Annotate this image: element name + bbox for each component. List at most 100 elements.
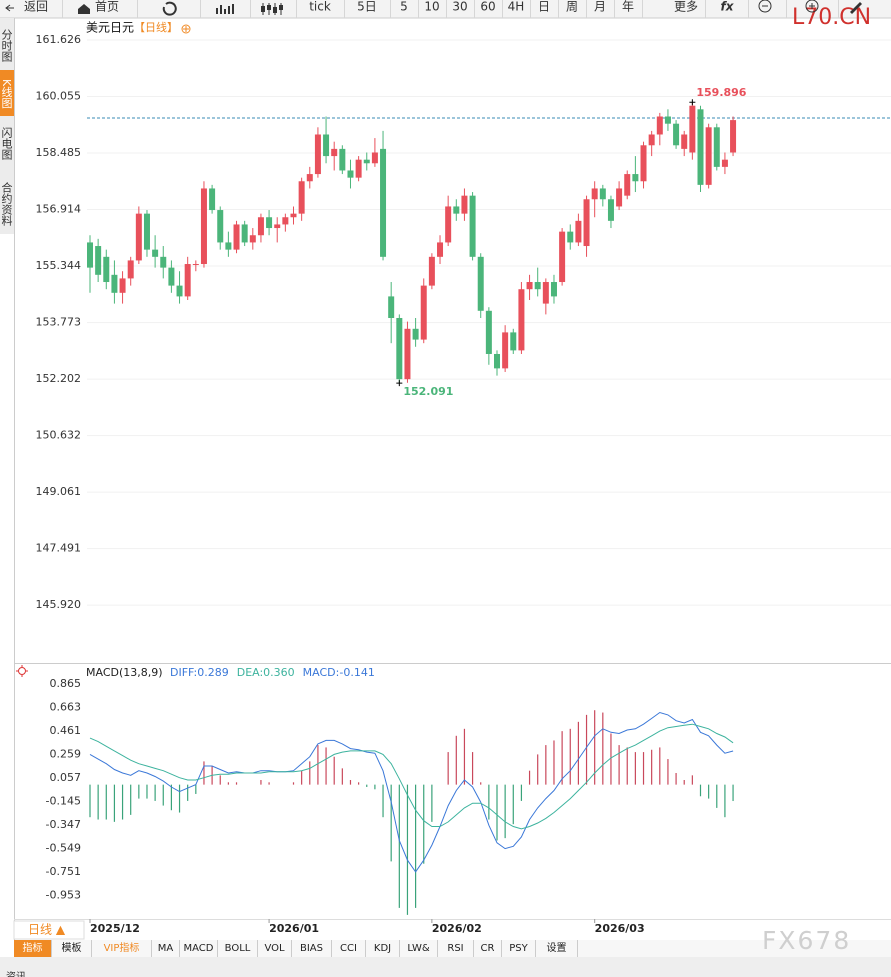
indicator-tab[interactable]: VOL <box>258 940 292 957</box>
toolbar-button[interactable]: 5日 <box>357 0 377 14</box>
candle-body <box>209 188 216 211</box>
indicator-tab[interactable]: LW& <box>400 940 438 957</box>
indicator-tab[interactable]: PSY <box>502 940 536 957</box>
toolbar-button[interactable]: 年 <box>622 0 634 14</box>
indicator-tab[interactable]: BIAS <box>292 940 332 957</box>
toolbar-button[interactable]: 更多 <box>674 0 698 14</box>
y-tick-label: 0.461 <box>50 724 82 737</box>
indicator-tab[interactable]: MACD <box>180 940 218 957</box>
candle-body <box>331 148 338 157</box>
add-icon[interactable] <box>181 24 191 34</box>
toolbar-button[interactable]: tick <box>309 0 331 14</box>
sidebar-tab[interactable]: 分时图 <box>0 28 13 62</box>
candle-body <box>363 159 370 164</box>
toolbar-button[interactable]: fx <box>721 0 735 14</box>
y-tick-label: 150.632 <box>36 429 82 442</box>
indicator-tab[interactable]: VIP指标 <box>92 940 152 957</box>
legend-entry: MACD:-0.141 <box>303 666 375 679</box>
zoom-out-icon[interactable] <box>758 0 772 13</box>
candle-body <box>95 246 102 275</box>
candle-body <box>534 282 541 290</box>
candle-body <box>135 213 142 261</box>
annotation: 152.091 <box>403 385 453 398</box>
chart-title: 美元日元 <box>86 21 134 35</box>
candle-body <box>87 242 93 268</box>
period-box[interactable] <box>13 920 85 940</box>
toolbar-button[interactable]: 5 <box>400 0 408 14</box>
indicator-line <box>89 723 734 830</box>
candle-body <box>298 181 305 214</box>
refresh-icon[interactable] <box>162 1 177 16</box>
y-tick-label: 149.061 <box>36 485 82 498</box>
candle-body <box>713 127 720 167</box>
sidebar-tab[interactable]: K线图 <box>0 79 13 109</box>
indicator-tab[interactable]: RSI <box>438 940 474 957</box>
candle-body <box>152 249 159 257</box>
indicator-tab[interactable]: BOLL <box>218 940 258 957</box>
candle-body <box>575 220 582 243</box>
chart-icon[interactable] <box>216 4 234 14</box>
candle-body <box>510 332 517 351</box>
macd-title: MACD(13,8,9) <box>86 666 163 679</box>
annotation: 159.896 <box>696 86 746 99</box>
candle-body <box>404 328 411 380</box>
toolbar-button[interactable]: 返回 <box>24 0 48 14</box>
candle-body <box>217 210 224 243</box>
sidebar-tab[interactable]: 合约资料 <box>0 182 13 226</box>
candle-icon[interactable] <box>261 5 283 13</box>
indicator-line <box>89 711 734 873</box>
toolbar-button[interactable]: 4H <box>508 0 525 14</box>
toolbar-button[interactable]: 周 <box>566 0 578 14</box>
y-tick-label: 155.344 <box>36 259 82 272</box>
settings-icon[interactable] <box>18 667 26 675</box>
settings-icon-rays <box>16 665 28 677</box>
toolbar-button[interactable]: 日 <box>538 0 550 14</box>
candle-body <box>241 224 248 243</box>
toolbar-button[interactable]: 10 <box>424 0 439 14</box>
candle-body <box>721 159 728 167</box>
indicator-tab[interactable]: 指标 <box>14 940 52 957</box>
candle-body <box>689 105 696 153</box>
indicator-tab[interactable]: CR <box>474 940 502 957</box>
draw-icon[interactable] <box>850 2 862 14</box>
y-tick-label: 0.057 <box>50 771 82 784</box>
candle-body <box>266 217 273 229</box>
period-selector[interactable]: 日线 ▲ <box>28 923 66 937</box>
candle-body <box>119 278 126 293</box>
candle-body <box>355 159 362 178</box>
candle-body <box>257 217 264 236</box>
candle-body <box>705 127 712 185</box>
zoom-in-icon[interactable] <box>805 0 819 13</box>
indicator-tab[interactable]: 设置 <box>536 940 578 957</box>
candle-body <box>428 256 435 286</box>
candle-body <box>396 317 403 380</box>
candle-body <box>200 188 207 265</box>
indicator-tab[interactable]: 模板 <box>52 940 92 957</box>
toolbar-button[interactable]: 30 <box>452 0 467 14</box>
y-tick-label: -0.953 <box>46 888 81 901</box>
candle-body <box>550 282 557 297</box>
indicator-tab[interactable]: MA <box>152 940 180 957</box>
candle-body <box>632 174 639 182</box>
x-tick-label: 2026/02 <box>432 922 482 935</box>
sidebar-tab[interactable]: 闪电图 <box>0 126 13 160</box>
footer-label[interactable]: 资讯 <box>6 971 26 977</box>
candle-body <box>648 134 655 146</box>
toolbar-button[interactable]: 60 <box>480 0 495 14</box>
candle-body <box>485 310 492 354</box>
toolbar-button[interactable]: 月 <box>594 0 606 14</box>
y-tick-label: 160.055 <box>36 90 82 103</box>
indicator-tab[interactable]: CCI <box>332 940 366 957</box>
indicator-tab[interactable]: KDJ <box>366 940 400 957</box>
candle-body <box>469 195 476 257</box>
candle-body <box>616 188 623 207</box>
y-tick-label: 161.626 <box>36 33 82 46</box>
toolbar-button[interactable]: 首页 <box>95 0 119 14</box>
candle-body <box>323 134 330 157</box>
tab-bar <box>14 940 891 957</box>
candle-body <box>127 260 134 279</box>
candle-body <box>656 116 663 135</box>
candle-body <box>380 148 387 257</box>
